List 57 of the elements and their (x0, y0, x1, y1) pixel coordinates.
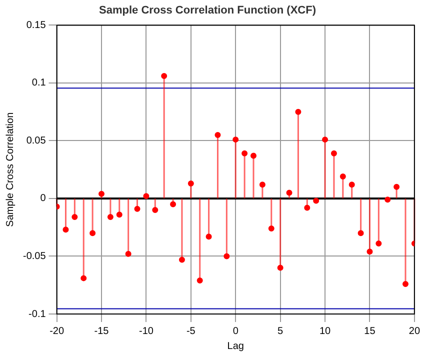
y-tick-label: -0.1 (28, 308, 46, 320)
point (313, 198, 320, 204)
point (304, 204, 310, 211)
point (295, 108, 302, 115)
point (98, 190, 104, 197)
point (170, 201, 176, 208)
point (214, 132, 221, 138)
point (384, 196, 391, 203)
point (107, 214, 114, 220)
point (286, 190, 292, 196)
point (340, 174, 346, 180)
point (80, 275, 87, 282)
x-tick-label: -5 (186, 326, 196, 337)
point (152, 207, 158, 214)
point (232, 136, 239, 143)
point (90, 230, 96, 236)
y-tick-label: 0.1 (32, 78, 46, 89)
point (277, 264, 284, 271)
point (242, 150, 248, 156)
point (62, 226, 69, 233)
point (348, 182, 355, 188)
point (196, 278, 203, 284)
x-tick-label: -15 (94, 326, 110, 337)
point (125, 250, 132, 257)
x-axis-title: Lag (227, 340, 244, 352)
y-tick-label: -0.05 (22, 250, 46, 262)
x-tick-label: -10 (138, 326, 154, 337)
point (143, 193, 150, 200)
point (366, 248, 373, 255)
point (358, 230, 364, 236)
point (330, 150, 337, 156)
y-tick-label: 0.15 (26, 20, 46, 31)
point (161, 73, 168, 80)
point (268, 226, 274, 232)
point (259, 182, 266, 188)
x-tick-label: 20 (408, 326, 420, 337)
point (376, 240, 382, 247)
x-tick-label: 0 (232, 326, 239, 337)
point (116, 212, 122, 218)
point (250, 152, 256, 159)
chart-title: Sample Cross Correlation Function (XCF) (99, 4, 316, 17)
x-tick-label: 5 (278, 326, 284, 337)
y-tick-label: 0.05 (26, 135, 46, 146)
x-tick-label: 15 (364, 326, 376, 337)
x-tick-label: 10 (319, 326, 332, 337)
point (134, 206, 140, 212)
y-tick-label: 0 (40, 193, 46, 204)
point (188, 180, 194, 186)
y-axis-title: Sample Cross Correlation (4, 112, 16, 227)
point (224, 253, 230, 260)
point (206, 234, 212, 240)
point (394, 184, 400, 190)
point (72, 214, 78, 220)
point (178, 256, 185, 263)
point (322, 136, 328, 143)
point (402, 280, 408, 287)
x-tick-label: -20 (50, 326, 64, 337)
